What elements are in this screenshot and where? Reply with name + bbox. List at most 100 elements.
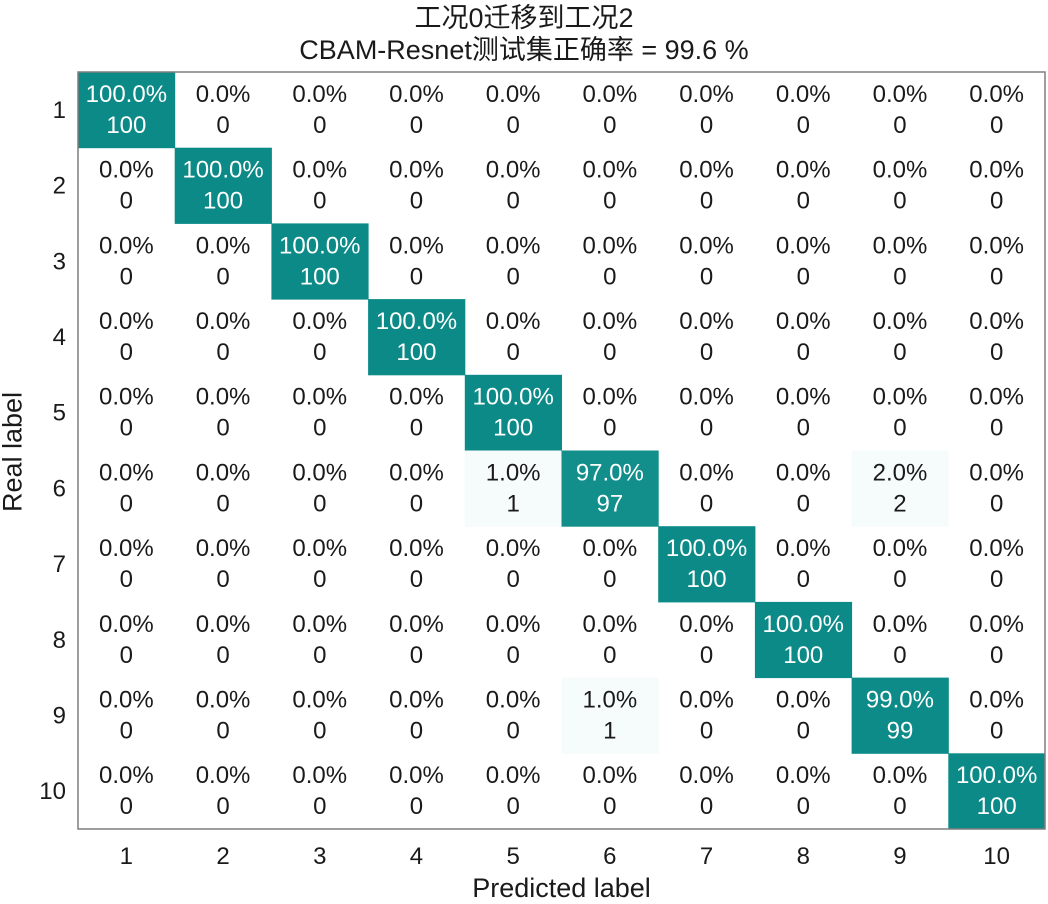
cell-count-label: 0 bbox=[700, 263, 713, 290]
cell-count-label: 0 bbox=[216, 263, 229, 290]
cell-percent-label: 0.0% bbox=[99, 157, 154, 184]
heatmap-cell bbox=[464, 374, 562, 451]
cell-percent-label: 0.0% bbox=[873, 535, 928, 562]
cell-count-label: 0 bbox=[990, 112, 1003, 139]
cell-count-label: 0 bbox=[216, 642, 229, 669]
cell-percent-label: 0.0% bbox=[292, 384, 347, 411]
cell-percent-label: 0.0% bbox=[196, 232, 251, 259]
cell-percent-label: 0.0% bbox=[776, 157, 831, 184]
cell-percent-label: 0.0% bbox=[679, 459, 734, 486]
cell-count-label: 0 bbox=[506, 793, 519, 820]
cell-count-label: 0 bbox=[410, 415, 423, 442]
heatmap-cell bbox=[174, 147, 272, 224]
cell-percent-label: 0.0% bbox=[873, 81, 928, 108]
cell-count-label: 0 bbox=[990, 642, 1003, 669]
cell-count-label: 0 bbox=[120, 490, 133, 517]
cell-percent-label: 0.0% bbox=[99, 384, 154, 411]
cell-count-label: 0 bbox=[603, 339, 616, 366]
cell-count-label: 0 bbox=[120, 717, 133, 744]
x-tick-label: 10 bbox=[983, 843, 1010, 870]
cell-percent-label: 0.0% bbox=[582, 384, 637, 411]
cell-count-label: 100 bbox=[493, 415, 533, 442]
y-tick-label: 8 bbox=[53, 627, 66, 654]
cell-count-label: 0 bbox=[603, 263, 616, 290]
cell-count-label: 0 bbox=[216, 566, 229, 593]
cell-count-label: 0 bbox=[700, 717, 713, 744]
y-tick-label: 5 bbox=[53, 400, 66, 427]
cell-count-label: 0 bbox=[893, 793, 906, 820]
cell-count-label: 0 bbox=[893, 339, 906, 366]
cell-count-label: 0 bbox=[313, 339, 326, 366]
cell-percent-label: 100.0% bbox=[763, 611, 844, 638]
heatmap-cell bbox=[851, 450, 949, 527]
cell-percent-label: 0.0% bbox=[196, 686, 251, 713]
cell-percent-label: 0.0% bbox=[292, 459, 347, 486]
cell-percent-label: 0.0% bbox=[679, 384, 734, 411]
cell-count-label: 0 bbox=[990, 490, 1003, 517]
cell-percent-label: 0.0% bbox=[776, 762, 831, 789]
cell-percent-label: 0.0% bbox=[99, 308, 154, 335]
cell-count-label: 0 bbox=[700, 415, 713, 442]
cell-percent-label: 1.0% bbox=[486, 459, 541, 486]
cell-count-label: 0 bbox=[120, 566, 133, 593]
heatmap-cell bbox=[754, 601, 853, 679]
y-tick-label: 6 bbox=[53, 475, 66, 502]
cell-count-label: 99 bbox=[887, 717, 914, 744]
cell-percent-label: 0.0% bbox=[196, 611, 251, 638]
x-tick-label: 4 bbox=[410, 843, 423, 870]
cell-percent-label: 0.0% bbox=[486, 686, 541, 713]
cell-count-label: 0 bbox=[410, 566, 423, 593]
cell-percent-label: 0.0% bbox=[582, 232, 637, 259]
cell-percent-label: 0.0% bbox=[196, 308, 251, 335]
cell-count-label: 0 bbox=[410, 188, 423, 215]
heatmap-cell bbox=[561, 677, 659, 754]
cell-percent-label: 0.0% bbox=[969, 535, 1024, 562]
cell-count-label: 0 bbox=[603, 112, 616, 139]
y-tick-label: 7 bbox=[53, 551, 66, 578]
cell-count-label: 0 bbox=[797, 263, 810, 290]
cell-percent-label: 1.0% bbox=[582, 686, 637, 713]
cell-percent-label: 0.0% bbox=[776, 81, 831, 108]
cell-count-label: 0 bbox=[313, 717, 326, 744]
cell-count-label: 0 bbox=[313, 793, 326, 820]
cell-count-label: 1 bbox=[603, 717, 616, 744]
cell-count-label: 0 bbox=[410, 717, 423, 744]
cell-percent-label: 0.0% bbox=[389, 232, 444, 259]
y-tick-label: 3 bbox=[53, 248, 66, 275]
cell-count-label: 0 bbox=[120, 642, 133, 669]
cell-percent-label: 0.0% bbox=[679, 611, 734, 638]
cell-count-label: 0 bbox=[120, 415, 133, 442]
cell-percent-label: 0.0% bbox=[292, 308, 347, 335]
cell-percent-label: 0.0% bbox=[969, 81, 1024, 108]
cell-count-label: 0 bbox=[893, 263, 906, 290]
cell-percent-label: 0.0% bbox=[873, 232, 928, 259]
cell-percent-label: 0.0% bbox=[486, 81, 541, 108]
cell-count-label: 0 bbox=[603, 566, 616, 593]
cell-count-label: 0 bbox=[797, 339, 810, 366]
y-tick-label: 9 bbox=[53, 702, 66, 729]
cell-count-label: 100 bbox=[396, 339, 436, 366]
cell-percent-label: 0.0% bbox=[486, 611, 541, 638]
cell-count-label: 0 bbox=[313, 188, 326, 215]
x-tick-label: 9 bbox=[893, 843, 906, 870]
cell-percent-label: 0.0% bbox=[969, 157, 1024, 184]
cell-percent-label: 0.0% bbox=[389, 762, 444, 789]
cell-count-label: 0 bbox=[506, 566, 519, 593]
cell-percent-label: 0.0% bbox=[776, 535, 831, 562]
cell-percent-label: 0.0% bbox=[679, 686, 734, 713]
cell-percent-label: 0.0% bbox=[486, 762, 541, 789]
x-tick-label: 7 bbox=[700, 843, 713, 870]
cell-percent-label: 0.0% bbox=[292, 762, 347, 789]
plot-frame bbox=[77, 71, 1046, 830]
cell-percent-label: 0.0% bbox=[389, 459, 444, 486]
cell-count-label: 0 bbox=[990, 415, 1003, 442]
cell-percent-label: 0.0% bbox=[776, 459, 831, 486]
cell-count-label: 0 bbox=[603, 793, 616, 820]
x-tick-label: 2 bbox=[216, 843, 229, 870]
cell-count-label: 0 bbox=[603, 415, 616, 442]
y-tick-label: 1 bbox=[53, 97, 66, 124]
cell-count-label: 0 bbox=[120, 339, 133, 366]
cell-percent-label: 0.0% bbox=[99, 762, 154, 789]
cell-count-label: 0 bbox=[410, 642, 423, 669]
cell-percent-label: 0.0% bbox=[969, 384, 1024, 411]
